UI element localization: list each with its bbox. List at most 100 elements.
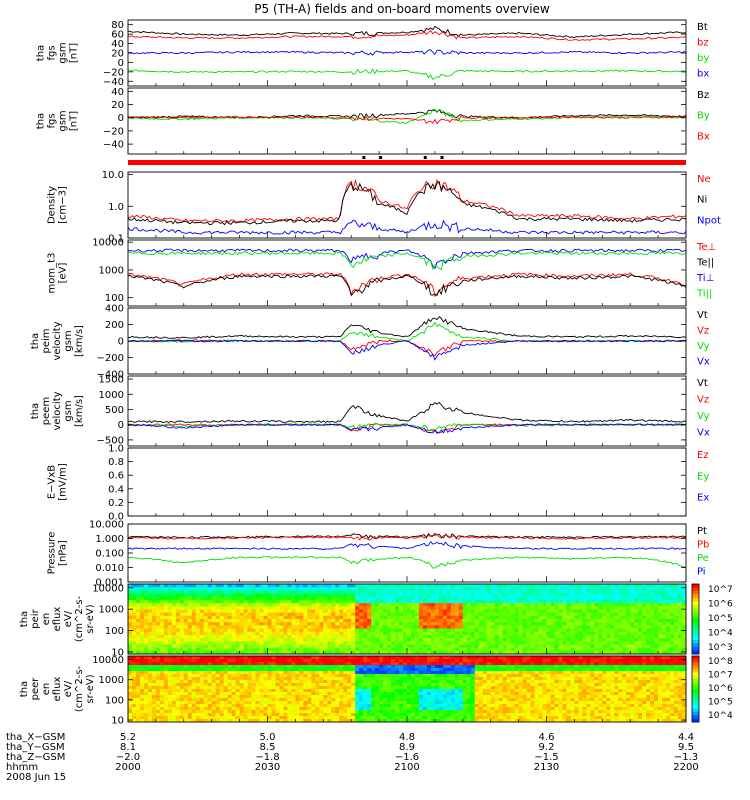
spectrogram-cell xyxy=(211,634,217,639)
colorbar-step xyxy=(692,594,699,599)
spectrogram-cell xyxy=(634,625,639,629)
spectrogram-cell xyxy=(662,593,667,598)
spectrogram-cell xyxy=(223,677,229,681)
spectrogram-cell xyxy=(355,638,360,642)
spectrogram-cell xyxy=(283,665,288,669)
spectrogram-cell xyxy=(231,713,237,717)
spectrogram-cell xyxy=(227,689,233,693)
spectrogram-cell xyxy=(303,695,308,699)
spectrogram-cell xyxy=(235,683,240,687)
spectrogram-cell xyxy=(650,644,655,649)
spectrogram-cell xyxy=(490,587,496,591)
spectrogram-cell xyxy=(335,590,340,594)
spectrogram-cell xyxy=(299,680,304,684)
spectrogram-cell xyxy=(239,680,244,684)
spectrogram-cell xyxy=(590,612,595,617)
spectrogram-cell xyxy=(163,590,169,594)
spectrogram-cell xyxy=(267,644,272,649)
spectrogram-cell xyxy=(231,665,237,669)
spectrogram-cell xyxy=(482,612,488,617)
spectrogram-cell xyxy=(351,590,356,594)
spectrogram-cell xyxy=(263,677,268,681)
spectrogram-cell xyxy=(399,584,404,588)
spectrogram-cell xyxy=(283,615,288,620)
spectrogram-cell xyxy=(247,596,252,601)
spectrogram-cell xyxy=(578,603,583,607)
spectrogram-cell xyxy=(135,701,141,705)
spectrogram-cell xyxy=(259,668,264,672)
spectrogram-cell xyxy=(518,631,523,636)
spectrogram-cell xyxy=(662,609,667,614)
spectrogram-cell xyxy=(642,596,647,601)
spectrogram-cell xyxy=(323,606,328,610)
spectrogram-cell xyxy=(183,716,189,720)
spectrogram-cell xyxy=(299,665,304,669)
spectrogram-cell xyxy=(315,634,320,639)
spectrogram-cell xyxy=(618,606,623,610)
spectrogram-cell xyxy=(506,612,512,617)
spectrogram-cell xyxy=(618,641,623,645)
spectrogram-cell xyxy=(307,619,312,623)
spectrogram-cell xyxy=(199,587,205,591)
spectrogram-cell xyxy=(163,656,169,660)
spectrogram-cell xyxy=(355,671,360,675)
spectrogram-cell xyxy=(203,631,209,636)
spectrogram-cell xyxy=(379,622,384,626)
spectrogram-cell xyxy=(474,606,480,610)
spectrogram-cell xyxy=(243,665,248,669)
spectrogram-cell xyxy=(395,622,400,626)
spectrogram-cell xyxy=(375,599,380,604)
spectrogram-cell xyxy=(502,584,508,588)
spectrogram-cell xyxy=(355,695,360,699)
spectrogram-cell xyxy=(391,593,396,598)
spectrogram-cell xyxy=(339,644,344,649)
spectrogram-cell xyxy=(610,587,615,591)
spectrogram-cell xyxy=(179,619,185,623)
spectrogram-cell xyxy=(407,659,412,663)
spectrogram-cell xyxy=(418,686,424,690)
spectrogram-cell xyxy=(231,634,237,639)
spectrogram-cell xyxy=(407,710,412,714)
spectrogram-cell xyxy=(482,650,488,655)
spectrogram-cell xyxy=(422,686,428,690)
spectrogram-cell xyxy=(263,638,268,642)
spectrogram-cell xyxy=(335,634,340,639)
spectrogram-cell xyxy=(418,619,424,623)
spectrogram-cell xyxy=(259,659,264,663)
spectrogram-cell xyxy=(367,650,372,655)
spectrogram-cell xyxy=(454,619,460,623)
spectrogram-cell xyxy=(450,634,456,639)
y-axis-label: peem xyxy=(41,397,52,425)
spectrogram-cell xyxy=(128,596,133,601)
colorbar-step xyxy=(692,587,699,592)
spectrogram-cell xyxy=(223,692,229,696)
spectrogram-cell xyxy=(482,647,488,652)
spectrogram-cell xyxy=(203,689,209,693)
spectrogram-cell xyxy=(470,606,476,610)
spectrogram-cell xyxy=(135,710,141,714)
spectrogram-cell xyxy=(542,622,547,626)
spectrogram-cell xyxy=(343,677,348,681)
spectrogram-cell xyxy=(518,596,523,601)
spectrogram-cell xyxy=(606,596,611,601)
spectrogram-cell xyxy=(163,698,169,702)
spectrogram-cell xyxy=(315,650,320,655)
spectrogram-cell xyxy=(570,593,575,598)
spectrogram-cell xyxy=(207,704,213,708)
spectrogram-cell xyxy=(375,704,380,708)
spectrogram-cell xyxy=(634,634,639,639)
spectrogram-cell xyxy=(646,606,651,610)
spectrogram-cell xyxy=(650,593,655,598)
y-axis-label: tha xyxy=(36,113,47,129)
spectrogram-cell xyxy=(618,647,623,652)
spectrogram-cell xyxy=(195,656,201,660)
spectrogram-cell xyxy=(343,641,348,645)
spectrogram-cell xyxy=(414,599,420,604)
spectrogram-cell xyxy=(327,612,332,617)
spectrogram-cell xyxy=(359,692,364,696)
spectrogram-cell xyxy=(243,615,248,620)
spectrogram-cell xyxy=(367,590,372,594)
spectrogram-cell xyxy=(638,587,643,591)
spectrogram-cell xyxy=(211,692,217,696)
spectrogram-cell xyxy=(486,628,492,633)
